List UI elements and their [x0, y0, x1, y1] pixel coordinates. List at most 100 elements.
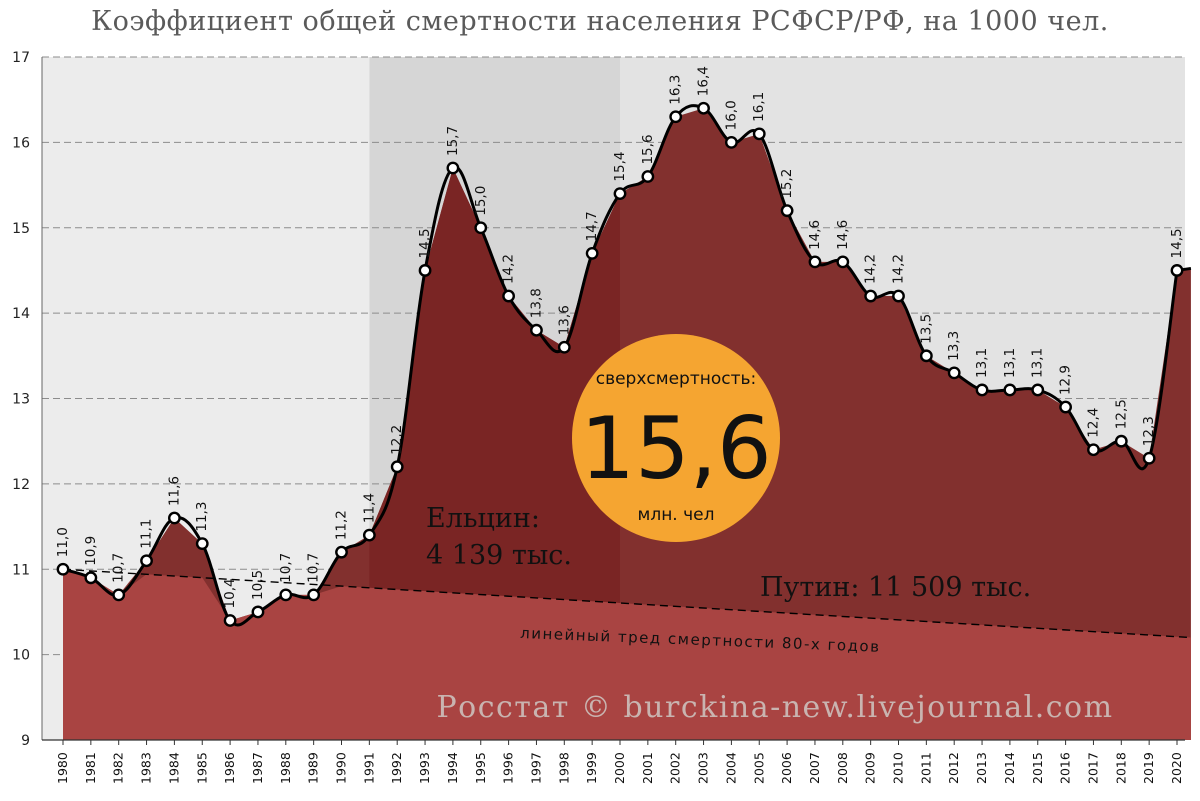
- data-label: 15,0: [473, 186, 489, 216]
- x-tick-label: 2007: [807, 752, 822, 784]
- data-point: [1114, 434, 1128, 448]
- x-tick-label: 1995: [473, 752, 488, 784]
- x-tick-label: 2008: [835, 752, 850, 784]
- data-point: [1170, 264, 1184, 277]
- x-tick-label: 1991: [361, 752, 376, 784]
- data-label: 12,5: [1113, 399, 1129, 429]
- data-label: 11,6: [166, 476, 182, 506]
- putin-label: Путин: 11 509 тыс.: [760, 572, 1031, 603]
- data-point: [195, 537, 209, 551]
- x-tick-label: 2019: [1141, 752, 1156, 784]
- chart-title: Коэффициент общей смертности населения Р…: [91, 6, 1109, 37]
- data-label: 16,0: [723, 100, 739, 130]
- series-line-layer: [56, 101, 1192, 627]
- data-label: 11,1: [139, 519, 155, 549]
- data-label: 10,9: [83, 536, 99, 566]
- data-point: [1087, 443, 1100, 457]
- data-label: 14,5: [417, 228, 433, 258]
- data-point: [1142, 451, 1156, 465]
- data-point: [223, 614, 237, 627]
- y-tick-label: 11: [12, 562, 30, 578]
- data-point: [585, 246, 599, 260]
- data-point: [892, 289, 905, 303]
- watermark-layer: Росстат © burckina-new.livejournal.com: [436, 690, 1112, 725]
- data-label: 12,4: [1085, 408, 1101, 438]
- x-tick-label: 1996: [501, 752, 516, 784]
- data-label: 12,3: [1141, 416, 1157, 446]
- data-label: 15,4: [612, 152, 628, 182]
- x-tick-label: 2004: [723, 752, 738, 784]
- data-label: 13,8: [528, 288, 544, 318]
- data-label: 10,5: [250, 570, 266, 600]
- data-label: 12,2: [389, 425, 405, 455]
- data-point: [752, 127, 766, 141]
- x-tick-label: 1989: [306, 752, 321, 784]
- data-point: [446, 161, 460, 175]
- data-point: [84, 571, 98, 585]
- data-label: 11,3: [194, 502, 210, 532]
- y-tick-label: 9: [21, 733, 30, 749]
- data-label: 16,3: [668, 75, 684, 105]
- y-tick-label: 16: [12, 135, 30, 151]
- data-point: [975, 383, 989, 397]
- data-label: 15,6: [640, 134, 656, 164]
- data-point: [390, 460, 404, 474]
- x-tick-label: 2017: [1085, 752, 1100, 784]
- x-tick-label: 2001: [640, 752, 655, 784]
- x-tick-label: 2005: [751, 752, 766, 784]
- x-tick-label: 2016: [1058, 752, 1073, 784]
- x-tick-label: 2015: [1030, 752, 1045, 784]
- data-point: [1031, 383, 1045, 397]
- data-point: [112, 588, 126, 602]
- data-point: [780, 204, 794, 218]
- data-point: [530, 323, 543, 337]
- x-tick-label: 1982: [111, 752, 126, 784]
- data-label: 13,5: [918, 314, 934, 344]
- x-tick-label: 2020: [1169, 752, 1184, 784]
- data-point: [502, 289, 515, 303]
- data-label: 11,4: [361, 493, 377, 523]
- x-tick-label: 1994: [445, 752, 460, 784]
- data-labels: 11,0 10,9 10,7 11,1 11,6 11,3 10,4 10,5 10,7 10,7…: [55, 66, 1185, 608]
- x-tick-label: 1990: [334, 752, 349, 784]
- data-label: 14,6: [835, 220, 851, 250]
- x-tick-label: 2018: [1113, 752, 1128, 784]
- x-tick-label: 1997: [528, 752, 543, 784]
- data-point: [669, 110, 683, 124]
- y-tick-label: 13: [12, 392, 30, 408]
- data-point: [474, 221, 488, 235]
- data-point: [947, 366, 961, 380]
- data-label: 14,2: [501, 254, 517, 284]
- badge-caption-bottom: млн. чел: [638, 505, 715, 525]
- data-point: [641, 170, 655, 183]
- x-tick-label: 2003: [696, 752, 711, 784]
- x-tick-label: 1986: [222, 752, 237, 784]
- data-point: [362, 528, 376, 542]
- x-tick-label: 1992: [389, 752, 404, 784]
- y-tick-label: 17: [12, 50, 30, 66]
- data-point: [864, 289, 878, 303]
- trend-layer: [62, 568, 1191, 639]
- x-tick-label: 1987: [250, 752, 265, 784]
- area-below-trend: [63, 569, 1191, 740]
- data-label: 10,7: [278, 553, 294, 583]
- data-label: 15,2: [779, 169, 795, 199]
- x-tick-label: 1983: [139, 752, 154, 784]
- area-excess-yeltsin: [369, 167, 620, 603]
- data-point: [335, 545, 348, 559]
- yeltsin-value: 4 139 тыс.: [426, 540, 572, 571]
- y-tick-label: 14: [12, 306, 30, 322]
- data-label: 14,2: [863, 254, 879, 284]
- data-point: [697, 101, 710, 115]
- x-tick-label: 2006: [779, 752, 794, 784]
- x-tick-label: 1985: [194, 752, 209, 784]
- excess-mortality-badge: [572, 334, 780, 542]
- data-label: 11,2: [334, 510, 350, 540]
- data-point: [557, 340, 571, 354]
- data-label: 13,1: [1030, 348, 1046, 378]
- x-tick-label: 2000: [612, 752, 627, 784]
- x-tick-label: 2014: [1002, 752, 1017, 784]
- x-tick-label: 1980: [55, 752, 70, 784]
- y-tick-label: 10: [12, 648, 30, 664]
